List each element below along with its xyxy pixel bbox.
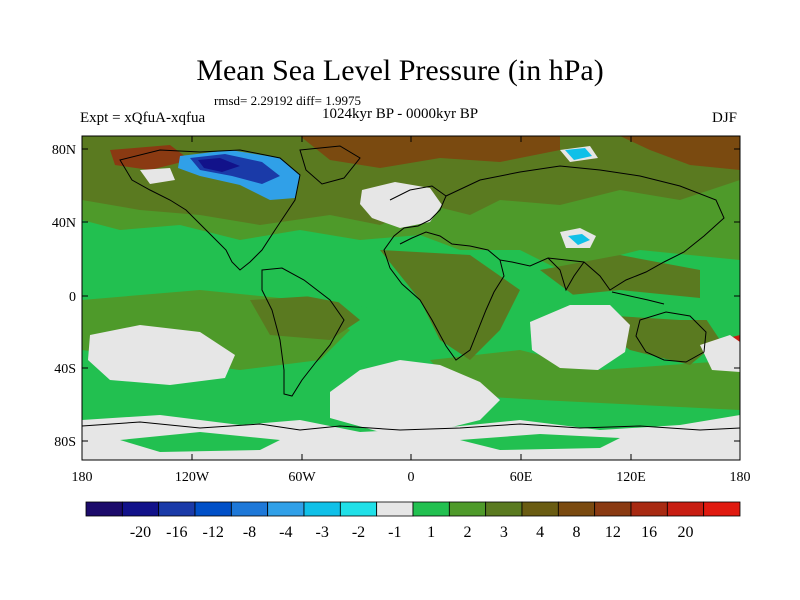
colorbar-swatch xyxy=(376,501,414,517)
colorbar-label: -8 xyxy=(243,524,256,541)
lat-label-40s: 40S xyxy=(54,362,76,377)
colorbar-swatch xyxy=(485,501,523,517)
lon-label-60e: 60E xyxy=(510,470,533,485)
colorbar-swatch xyxy=(230,501,269,517)
colorbar-swatch xyxy=(303,501,341,517)
colorbar-label: -4 xyxy=(279,524,292,541)
colorbar-swatch xyxy=(267,501,305,517)
colorbar-label: -12 xyxy=(203,524,224,541)
colorbar-label: -3 xyxy=(316,524,329,541)
axis-ticks xyxy=(81,136,741,460)
colorbar-label: 4 xyxy=(536,524,544,541)
colorbar-swatch xyxy=(194,501,232,517)
experiment-label: Expt = xQfuA-xqfua xyxy=(80,110,206,126)
lon-label-180w: 180 xyxy=(72,470,93,485)
colorbar-label: -20 xyxy=(130,524,151,541)
white-region-south-atlantic xyxy=(330,360,500,432)
lat-label-80s: 80S xyxy=(54,435,76,450)
colorbar-label: -1 xyxy=(388,524,401,541)
lon-label-180e: 180 xyxy=(730,470,751,485)
colorbar-swatch xyxy=(158,501,196,517)
lat-label-80n: 80N xyxy=(52,143,76,158)
lon-label-0: 0 xyxy=(408,470,415,485)
colorbar-label: -16 xyxy=(166,524,187,541)
colorbar-swatch xyxy=(630,501,668,517)
colorbar-swatch xyxy=(703,501,741,517)
colorbar-swatch xyxy=(521,501,559,517)
colorbar-label: -2 xyxy=(352,524,365,541)
colorbar-label: 12 xyxy=(605,524,621,541)
colorbar-swatch xyxy=(121,501,160,517)
stats-label: rmsd= 2.29192 diff= 1.9975 xyxy=(214,93,361,108)
white-region-south-pacific xyxy=(88,325,235,385)
white-region-indian-ocean xyxy=(530,305,630,370)
colorbar-swatch xyxy=(85,501,123,517)
page-title: Mean Sea Level Pressure (in hPa) xyxy=(196,54,604,87)
lat-label-0: 0 xyxy=(69,290,76,305)
lon-label-120w: 120W xyxy=(175,470,210,485)
lon-label-120e: 120E xyxy=(616,470,646,485)
period-label: 1024kyr BP - 0000kyr BP xyxy=(322,106,479,122)
colorbar-label: 1 xyxy=(427,524,435,541)
colorbar-label: 8 xyxy=(573,524,581,541)
colorbar xyxy=(85,501,741,517)
colorbar-label: 16 xyxy=(641,524,657,541)
lon-label-60w: 60W xyxy=(288,470,316,485)
colorbar-label: 3 xyxy=(500,524,508,541)
colorbar-label: 2 xyxy=(464,524,472,541)
colorbar-swatch xyxy=(666,501,705,517)
colorbar-label: 20 xyxy=(678,524,694,541)
lat-label-40n: 40N xyxy=(52,216,76,231)
colorbar-swatch xyxy=(448,501,487,517)
white-region-north-atlantic xyxy=(360,182,442,228)
colorbar-swatch xyxy=(339,501,378,517)
colorbar-labels: -20 -16 -12 -8 -4 -3 -2 -1 1 2 3 4 8 12 16 20 xyxy=(130,524,694,541)
season-label: DJF xyxy=(712,110,738,126)
colorbar-swatch xyxy=(557,501,596,517)
colorbar-swatch xyxy=(594,501,632,517)
colorbar-swatch xyxy=(412,501,450,517)
coastlines xyxy=(82,145,740,431)
